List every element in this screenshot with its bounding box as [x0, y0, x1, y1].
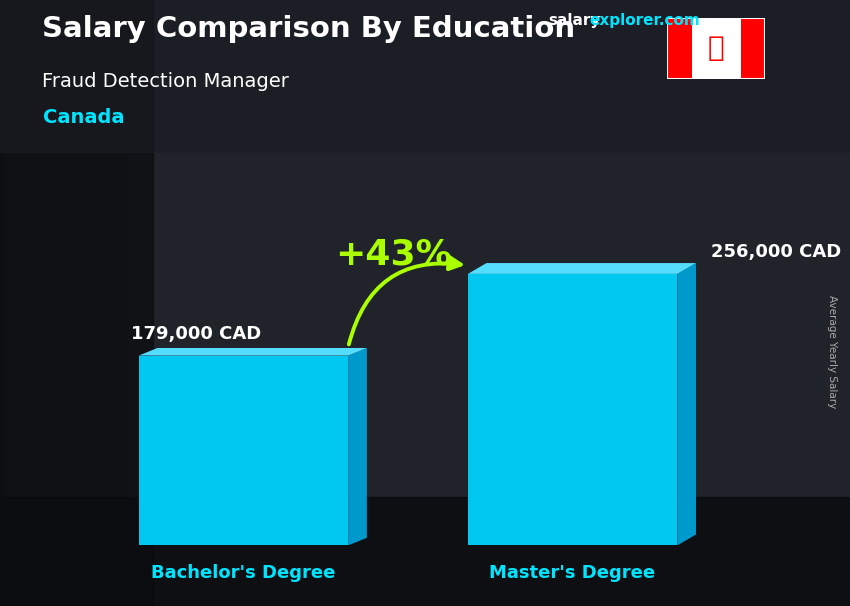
- Text: Bachelor's Degree: Bachelor's Degree: [151, 565, 336, 582]
- Bar: [0, 0, 850, 152]
- FancyArrowPatch shape: [348, 257, 461, 344]
- Text: +43%: +43%: [335, 238, 451, 272]
- Bar: [0, 497, 850, 606]
- Polygon shape: [468, 263, 696, 274]
- Bar: [0, 0, 153, 606]
- Bar: [468, 274, 677, 545]
- Bar: [139, 356, 348, 545]
- Polygon shape: [139, 348, 367, 356]
- Text: Canada: Canada: [42, 108, 124, 127]
- Text: 256,000 CAD: 256,000 CAD: [711, 243, 842, 261]
- Bar: [667, 18, 692, 79]
- Polygon shape: [677, 263, 696, 545]
- Text: 🍁: 🍁: [708, 35, 724, 62]
- Text: Salary Comparison By Education: Salary Comparison By Education: [42, 15, 575, 43]
- Text: Average Yearly Salary: Average Yearly Salary: [827, 295, 837, 408]
- Bar: [740, 18, 765, 79]
- Text: Fraud Detection Manager: Fraud Detection Manager: [42, 72, 289, 90]
- Text: explorer.com: explorer.com: [589, 13, 700, 28]
- Text: salary: salary: [548, 13, 601, 28]
- Bar: [128, 152, 850, 606]
- Text: Master's Degree: Master's Degree: [490, 565, 655, 582]
- Polygon shape: [348, 348, 367, 545]
- Text: 179,000 CAD: 179,000 CAD: [131, 325, 262, 343]
